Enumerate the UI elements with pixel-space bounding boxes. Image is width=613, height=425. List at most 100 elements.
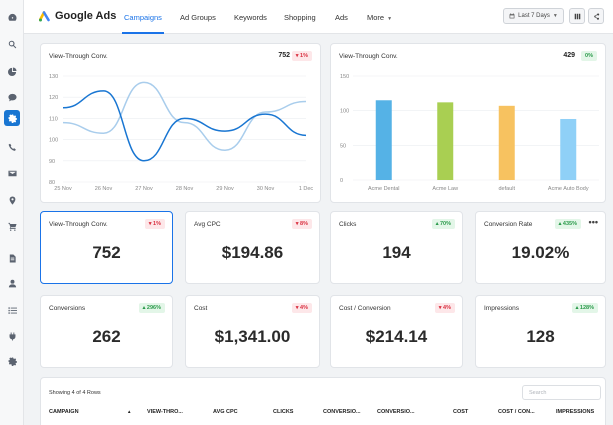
series-line-dark — [62, 90, 307, 162]
kpi-title: View-Through Conv. — [49, 221, 108, 228]
kpi-card-cost[interactable]: Cost ▾ 4% $1,341.00 — [185, 295, 320, 368]
date-range-button[interactable]: Last 7 Days ▼ — [503, 8, 564, 24]
column-header-clicks[interactable]: CLICKS — [273, 409, 294, 415]
x-tick-label: 1 Dec — [299, 186, 314, 192]
chart-title: View-Through Conv. — [49, 53, 108, 60]
y-tick-label: 50 — [340, 143, 346, 149]
date-range-label: Last 7 Days — [518, 13, 550, 19]
column-header-cost[interactable]: COST — [453, 409, 469, 415]
change-badge: ▾ 1% — [291, 51, 312, 61]
kpi-value: $1,341.00 — [214, 327, 291, 346]
x-tick-label: Acme Dental — [368, 186, 400, 192]
column-header-view-through[interactable]: VIEW-THRO... — [147, 409, 183, 415]
y-tick-label: 90 — [49, 159, 55, 165]
bar — [560, 118, 577, 180]
tab-keywords[interactable]: Keywords — [234, 13, 267, 22]
phone-icon[interactable] — [4, 139, 20, 155]
chevron-down-icon: ▼ — [387, 16, 393, 22]
column-header-cost-per-conversion[interactable]: COST / CON... — [498, 409, 535, 415]
share-icon — [593, 13, 599, 20]
change-badge: 0% — [581, 51, 597, 61]
column-header-avg-cpc[interactable]: AVG CPC — [213, 409, 238, 415]
y-tick-label: 100 — [340, 109, 349, 115]
bar — [498, 105, 515, 180]
bar-chart-card: View-Through Conv. 429 0% 150 100 50 0 Acme … — [330, 43, 606, 203]
campaign-table: Showing 4 of 4 Rows CAMPAIGN ▲ VIEW-THRO… — [40, 377, 606, 425]
x-tick-label: 29 Nov — [216, 186, 234, 192]
kpi-title: Clicks — [339, 221, 357, 228]
dashboard-icon[interactable] — [4, 9, 20, 25]
kpi-value: $214.14 — [365, 327, 428, 346]
kpi-title: Conversion Rate — [484, 221, 533, 228]
tab-more[interactable]: More ▼ — [367, 13, 392, 22]
column-header-conversions[interactable]: CONVERSIO... — [323, 409, 361, 415]
column-header-campaign[interactable]: CAMPAIGN — [49, 409, 79, 415]
location-pin-icon[interactable] — [4, 192, 20, 208]
kpi-badge: ▴ 435% — [554, 219, 581, 229]
brand[interactable]: Google Ads — [39, 10, 116, 22]
more-options-icon[interactable]: ••• — [588, 217, 598, 227]
tab-shopping[interactable]: Shopping — [284, 13, 316, 22]
kpi-card-view-through-conv[interactable]: View-Through Conv. ▾ 1% 752 — [40, 211, 173, 284]
line-chart-card: View-Through Conv. 752 ▾ 1% 130 120 110 100… — [40, 43, 321, 203]
google-ads-logo-icon — [39, 11, 50, 22]
series-line-light — [62, 81, 307, 151]
kpi-card-cost-per-conversion[interactable]: Cost / Conversion ▾ 4% $214.14 — [330, 295, 463, 368]
kpi-title: Cost — [194, 305, 208, 312]
column-header-conversion-rate[interactable]: CONVERSIO... — [377, 409, 415, 415]
kpi-value: 262 — [92, 327, 121, 346]
share-button[interactable] — [588, 8, 604, 24]
column-header-impressions[interactable]: IMPRESSIONS — [556, 409, 595, 415]
y-tick-label: 110 — [49, 116, 58, 122]
kpi-card-conversion-rate[interactable]: Conversion Rate ▴ 435% ••• 19.02% — [475, 211, 606, 284]
calendar-icon — [509, 13, 515, 19]
kpi-card-clicks[interactable]: Clicks ▴ 70% 194 — [330, 211, 463, 284]
chart-title: View-Through Conv. — [339, 53, 398, 60]
y-tick-label: 100 — [49, 138, 58, 144]
tab-ad-groups[interactable]: Ad Groups — [180, 13, 216, 22]
kpi-badge: ▾ 8% — [291, 219, 312, 229]
kpi-badge: ▴ 128% — [571, 303, 598, 313]
x-tick-label: 28 Nov — [176, 186, 194, 192]
x-tick-label: 27 Nov — [135, 186, 153, 192]
y-tick-label: 150 — [340, 74, 349, 80]
kpi-value: 194 — [382, 243, 411, 262]
x-tick-label: 26 Nov — [95, 186, 113, 192]
tab-ads[interactable]: Ads — [335, 13, 348, 22]
kpi-title: Conversions — [49, 305, 86, 312]
y-tick-label: 0 — [340, 178, 343, 184]
x-tick-label: 30 Nov — [257, 186, 275, 192]
document-icon[interactable] — [4, 250, 20, 266]
y-tick-label: 130 — [49, 74, 58, 80]
gear-icon[interactable] — [4, 353, 20, 369]
chevron-down-icon: ▼ — [552, 13, 558, 19]
mail-icon[interactable] — [4, 165, 20, 181]
chat-icon[interactable] — [4, 89, 20, 105]
kpi-title: Avg CPC — [194, 221, 221, 228]
user-icon[interactable] — [4, 275, 20, 291]
sort-asc-icon[interactable]: ▲ — [127, 409, 132, 414]
columns-button[interactable] — [569, 8, 585, 24]
x-tick-label: Acme Auto Body — [548, 186, 589, 192]
kpi-card-impressions[interactable]: Impressions ▴ 128% 128 — [475, 295, 606, 368]
kpi-value: $194.86 — [221, 243, 284, 262]
y-tick-label: 80 — [49, 180, 55, 186]
kpi-card-avg-cpc[interactable]: Avg CPC ▾ 8% $194.86 — [185, 211, 320, 284]
kpi-value: 128 — [526, 327, 555, 346]
tab-campaigns[interactable]: Campaigns — [124, 13, 162, 22]
bar — [375, 100, 392, 180]
search-input[interactable] — [522, 385, 601, 400]
tab-more-label: More — [367, 13, 385, 22]
cart-icon[interactable] — [4, 218, 20, 234]
kpi-card-conversions[interactable]: Conversions ▴ 296% 262 — [40, 295, 173, 368]
chart-total: 752 — [278, 52, 290, 59]
plug-icon[interactable] — [4, 328, 20, 344]
kpi-title: Impressions — [484, 305, 520, 312]
list-icon[interactable] — [4, 302, 20, 318]
settings-gear-icon[interactable] — [4, 110, 20, 126]
kpi-value: 752 — [92, 243, 121, 262]
search-icon[interactable] — [4, 36, 20, 52]
pie-chart-icon[interactable] — [4, 63, 20, 79]
kpi-badge: ▴ 296% — [138, 303, 165, 313]
